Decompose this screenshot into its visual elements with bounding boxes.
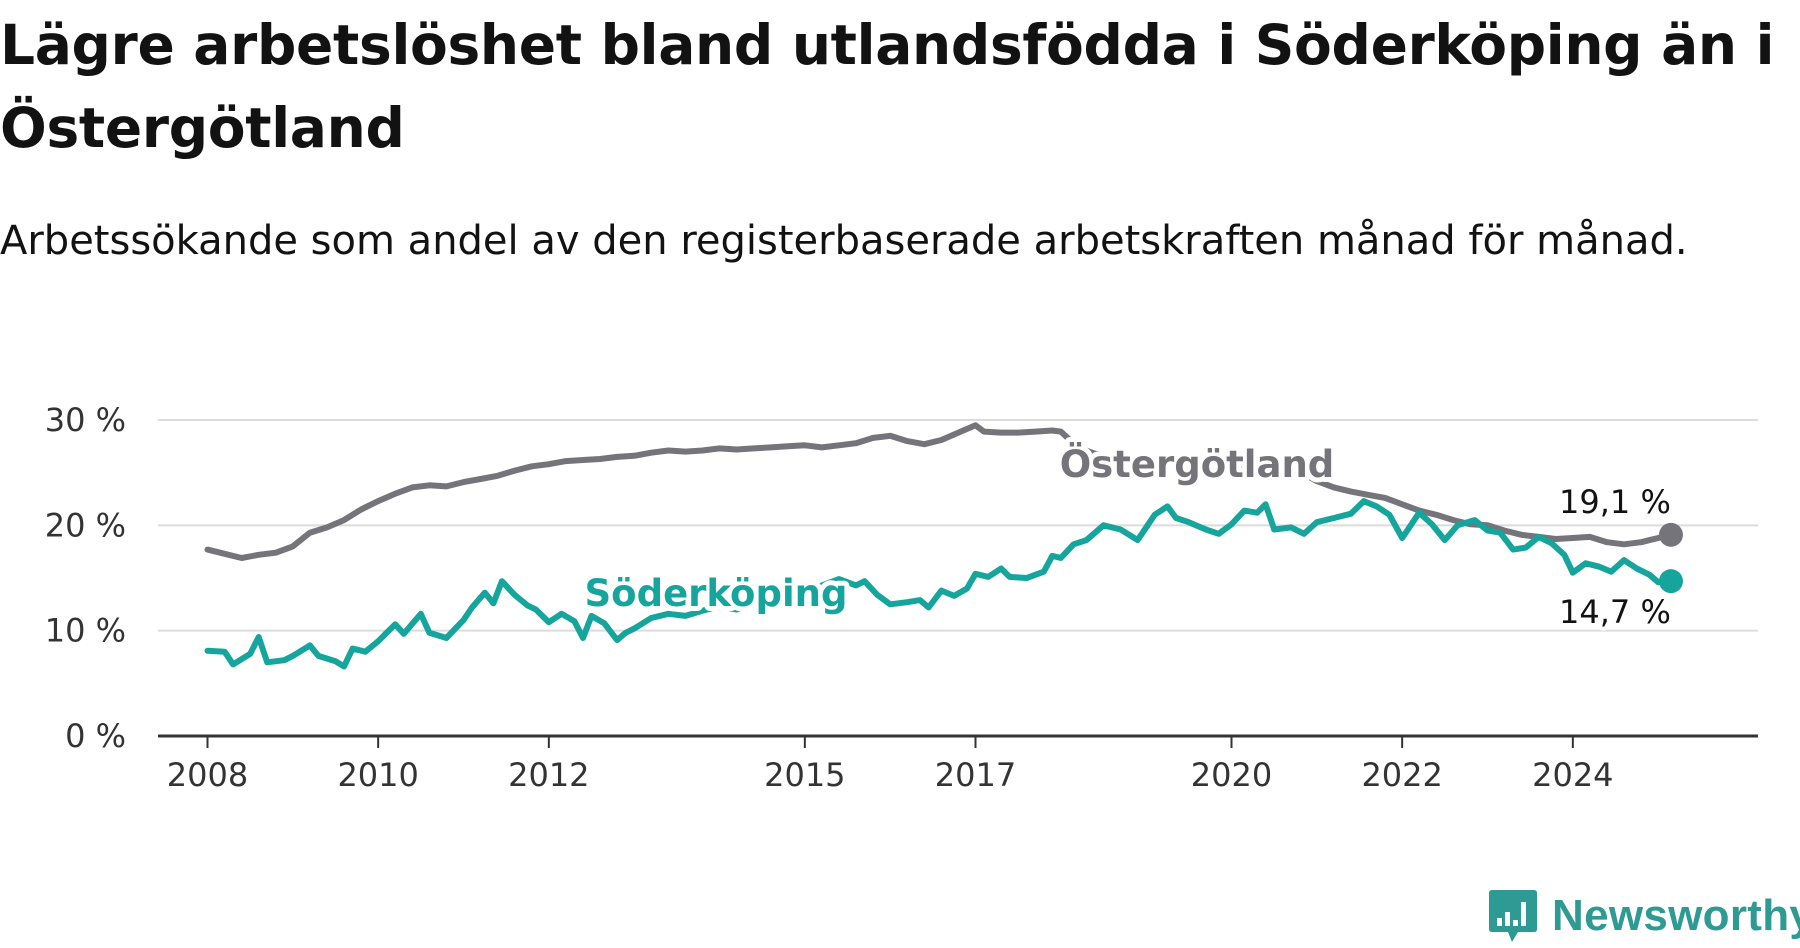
end-point-ostergotland xyxy=(1658,522,1683,547)
y-tick-label: 10 % xyxy=(45,612,126,650)
x-tick-label: 2020 xyxy=(1191,756,1272,794)
x-tick-label: 2015 xyxy=(764,756,845,794)
x-tick-label: 2017 xyxy=(935,756,1016,794)
series-lines xyxy=(204,422,1683,670)
newsworthy-logo: Newsworthy xyxy=(1488,888,1800,944)
series-line-soderkoping xyxy=(204,498,1674,670)
x-axis-ticks: 2008 2010 2012 2015 2017 2020 2022 2024 xyxy=(167,736,1614,794)
series-label-soderkoping: Söderköping xyxy=(585,572,848,615)
series-labels: 19,1 % 14,7 % Östergötland Söderköping xyxy=(580,437,1675,635)
x-tick-label: 2010 xyxy=(337,756,418,794)
y-axis-ticks: 0 % 10 % 20 % 30 % xyxy=(45,401,126,755)
bar-chart-logo-icon xyxy=(1489,890,1537,942)
end-point-soderkoping xyxy=(1658,569,1683,594)
chart-subtitle: Arbetssökande som andel av den registerb… xyxy=(0,218,1688,264)
y-tick-label: 0 % xyxy=(65,717,126,755)
x-tick-label: 2008 xyxy=(167,756,248,794)
x-tick-label: 2012 xyxy=(508,756,589,794)
y-tick-label: 20 % xyxy=(45,506,126,544)
end-label-soderkoping: 14,7 % xyxy=(1559,593,1671,631)
brand-name: Newsworthy xyxy=(1552,891,1800,940)
series-label-ostergotland: Östergötland xyxy=(1060,442,1335,486)
series-line-ostergotland xyxy=(204,422,1674,561)
gridlines xyxy=(158,419,1758,632)
chart-title: Lägre arbetslöshet bland utlandsfödda i … xyxy=(0,13,1775,160)
x-tick-label: 2024 xyxy=(1532,756,1613,794)
line-chart: 0 % 10 % 20 % 30 % 2008 2010 2012 2015 2017 2020… xyxy=(45,401,1758,794)
x-tick-label: 2022 xyxy=(1361,756,1442,794)
y-tick-label: 30 % xyxy=(45,401,126,439)
end-label-ostergotland: 19,1 % xyxy=(1559,483,1671,521)
